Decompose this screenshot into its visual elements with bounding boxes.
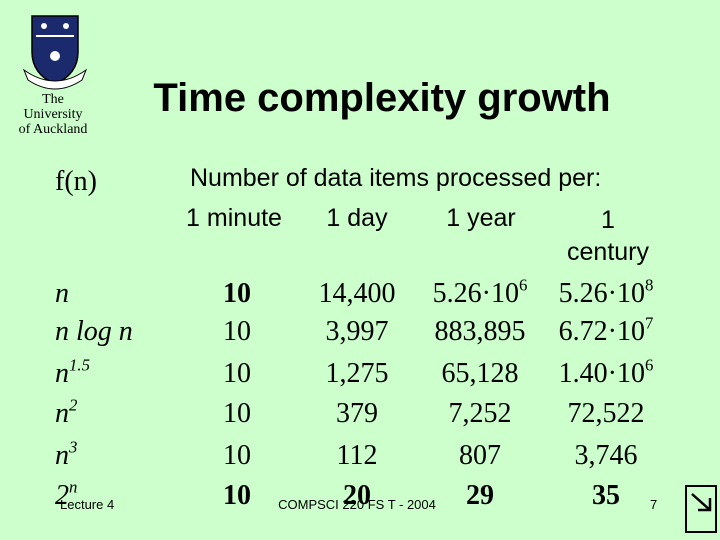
cell-exponent: 3: [69, 437, 78, 457]
cell-exponent: 7: [644, 313, 654, 333]
table-cell: 1.40·106: [558, 355, 654, 390]
nav-button[interactable]: [684, 484, 718, 534]
page-number: 7: [650, 497, 658, 512]
cell-base: n: [55, 440, 69, 471]
logo-crest: [22, 15, 88, 90]
corner-header: f(n): [55, 166, 97, 197]
column-header: 1 day: [326, 204, 388, 232]
table-cell: 1,275: [325, 358, 389, 389]
column-header-line: century: [567, 238, 649, 266]
column-header: 1 year: [446, 204, 516, 232]
column-header: 1 century: [567, 204, 649, 268]
cell-exponent: 1.5: [69, 355, 90, 375]
table-cell: 3,746: [574, 440, 638, 471]
column-header-line: 1: [601, 206, 615, 234]
table-cell: 807: [459, 440, 501, 471]
row-label: n: [55, 278, 69, 309]
table-cell: 35: [592, 480, 620, 511]
cell-base: 5.26·10: [432, 278, 519, 309]
table-cell: 7,252: [448, 398, 512, 429]
footer-lecture: Lecture 4: [60, 497, 115, 512]
table-cell: 6.72·107: [558, 313, 654, 348]
cell-exponent: 6: [644, 355, 654, 375]
table-cell: 29: [466, 480, 494, 511]
table-cell: 883,895: [434, 316, 526, 347]
table-cell: 14,400: [318, 278, 396, 309]
cell-exponent: 2: [69, 395, 78, 415]
logo-line: The: [42, 92, 64, 107]
table-cell: 10: [223, 440, 251, 471]
group-header: Number of data items processed per:: [190, 164, 602, 192]
logo-text: The University of Auckland: [19, 92, 88, 137]
row-label: n1.5: [55, 355, 90, 390]
table-cell: 10: [223, 358, 251, 389]
cell-exponent: 6: [518, 275, 528, 295]
table-cell: 10: [223, 480, 251, 511]
table-cell: 10: [223, 316, 251, 347]
table-cell: 10: [223, 278, 251, 309]
table-cell: 112: [336, 440, 378, 471]
table-cell: 3,997: [325, 316, 389, 347]
row-label: n log n: [55, 316, 133, 347]
table-cell: 5.26·106: [432, 275, 528, 310]
footer-course: COMPSCI 220 FS T - 2004: [278, 497, 436, 512]
logo-line: of Auckland: [18, 122, 88, 137]
row-label: 2n: [55, 477, 78, 512]
cell-base: n: [55, 398, 69, 429]
table-cell: 10: [223, 398, 251, 429]
table-cell: 5.26·108: [558, 275, 654, 310]
row-label: n2: [55, 395, 78, 430]
table-cell: 379: [336, 398, 378, 429]
table-cell: 65,128: [441, 358, 519, 389]
row-label: n3: [55, 437, 78, 472]
cell-exponent: 8: [644, 275, 654, 295]
cell-base: 1.40·10: [558, 358, 645, 389]
column-header: 1 minute: [186, 204, 282, 232]
cell-base: n: [55, 358, 69, 389]
table-cell: 20: [343, 480, 371, 511]
cell-base: 6.72·10: [558, 316, 645, 347]
cell-base: 2: [55, 480, 69, 511]
table-cell: 72,522: [567, 398, 645, 429]
cell-base: 5.26·10: [558, 278, 645, 309]
logo-line: University: [23, 107, 83, 122]
cell-exponent: n: [69, 477, 78, 497]
slide-title: Time complexity growth: [153, 76, 611, 120]
